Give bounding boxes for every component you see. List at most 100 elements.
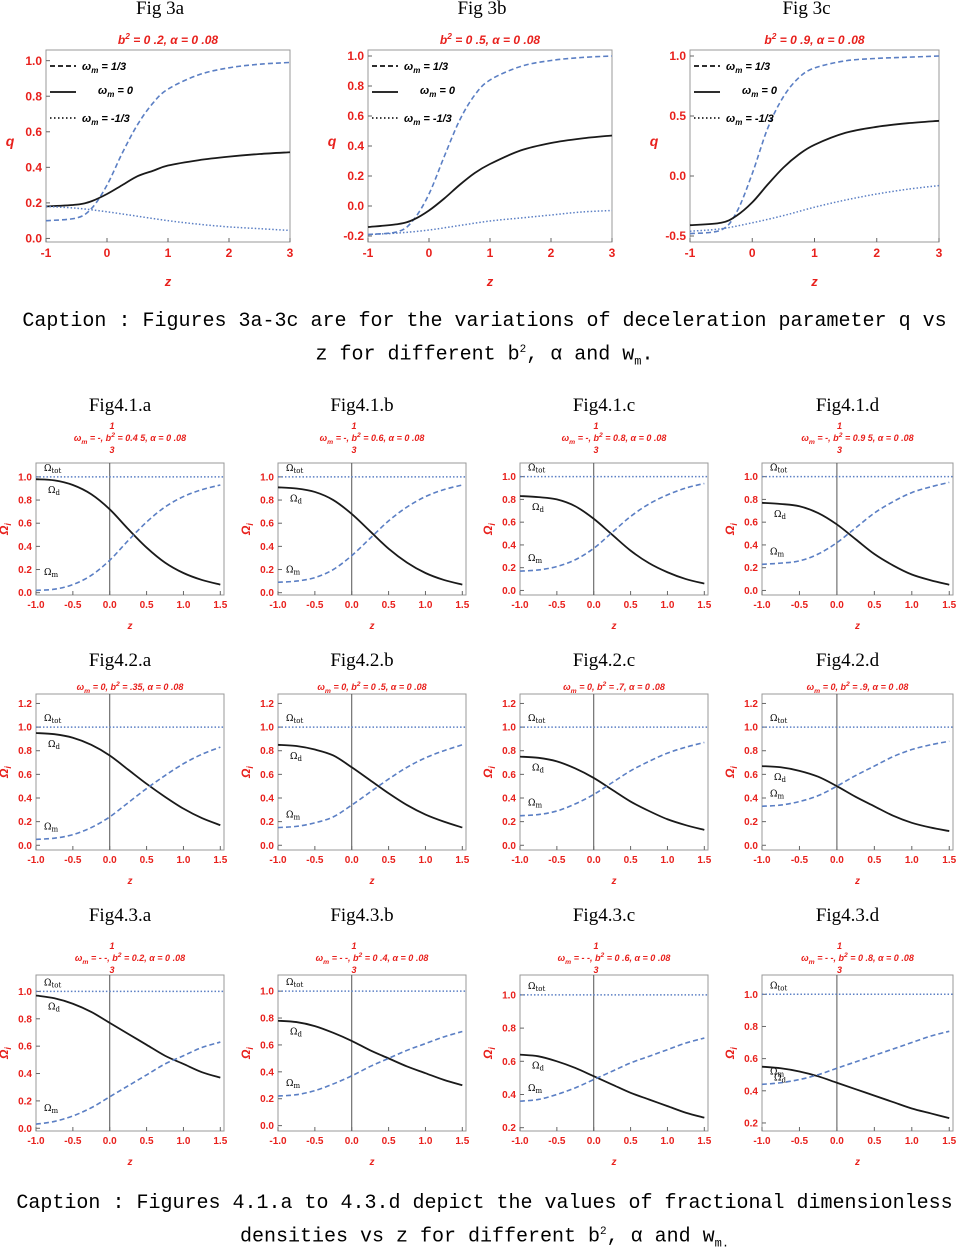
x-tick-label: 1.0: [418, 1136, 432, 1147]
subtitle-sub: m: [571, 688, 577, 695]
omega-subscript: tot: [777, 984, 787, 992]
omega-subscript: m: [51, 1107, 58, 1115]
omega-symbol: Ω: [528, 464, 535, 474]
x-tick-label: 0.0: [345, 1136, 359, 1147]
figure-4-3-c: Fig4.3.c 1 3 ωm = - -, b2 = 0 .6, α = 0 .08…: [481, 905, 724, 1175]
legend-label: ωm = -1/3: [404, 113, 452, 127]
x-tick-label: -0.5: [64, 600, 82, 611]
x-tick-label: 0.0: [587, 855, 601, 866]
omega-symbol: Ω: [290, 1028, 297, 1038]
figure-4-3-b: Fig4.3.b 1 3 ωm = - -, b2 = 0 .4, α = 0 .08…: [239, 905, 482, 1175]
legend-omega: ω: [82, 113, 91, 125]
y-axis-symbol: q: [6, 133, 15, 149]
subtitle-b: = -, b: [575, 433, 599, 443]
subtitle-sub: m: [81, 439, 87, 446]
figure-title: Fig4.1.c: [572, 395, 636, 416]
legend-sub: m: [91, 66, 98, 75]
y-axis-symbol: Ω: [239, 768, 253, 779]
y-tick-label: 0.6: [502, 518, 516, 529]
x-axis-label: z: [127, 621, 133, 632]
plot-frame: [35, 462, 225, 596]
y-axis-symbol: Ω: [0, 1049, 11, 1060]
subtitle-omega: ω: [558, 953, 566, 963]
omega-symbol: Ω: [774, 773, 781, 783]
y-tick-label: 0.4: [18, 542, 32, 553]
y-tick-label: 1.0: [260, 723, 274, 734]
chart-subtitle: ωm = -, b2 = 0.4 5, α = 0 .08: [74, 432, 186, 446]
y-tick-label: 0.6: [260, 1040, 274, 1051]
subtitle-fraction-denominator: 3: [593, 965, 598, 975]
figure-title: Fig4.2.a: [88, 650, 152, 671]
omega-symbol: Ω: [44, 1104, 51, 1114]
chart-subtitle: ωm = 0, b2 = .9, α = 0 .08: [807, 681, 909, 695]
omega-symbol: Ω: [528, 1084, 535, 1094]
figure-4-1-a: Fig4.1.a 1 3 ωm = -, b2 = 0.4 5, α = 0 .08-…: [0, 395, 240, 645]
y-axis-label: Ωi: [481, 523, 497, 536]
y-tick-label: 0.4: [25, 161, 42, 175]
x-tick-label: 1.0: [660, 600, 674, 611]
subtitle-omega: ω: [77, 682, 85, 692]
y-tick-label: 0.8: [260, 1014, 274, 1025]
y-tick-label: 0.2: [260, 1094, 274, 1105]
x-tick-label: 1.0: [660, 855, 674, 866]
omega-subscript: m: [293, 568, 300, 576]
x-tick-label: -0.5: [64, 1136, 82, 1147]
legend-value: = -1/3: [420, 113, 452, 125]
subtitle-fraction-denominator: 3: [109, 445, 114, 455]
x-tick-label: 1.5: [213, 600, 227, 611]
y-tick-label: 0.8: [18, 1014, 32, 1025]
y-tick-label: 0.2: [744, 1118, 758, 1129]
x-tick-label: 0.5: [140, 1136, 154, 1147]
x-axis-label: z: [611, 621, 617, 632]
caption-4-text-a: densities vs z for different b: [239, 1225, 600, 1249]
x-tick-label: 0.0: [103, 1136, 117, 1147]
x-tick-label: -0.5: [64, 855, 82, 866]
omega-subscript: d: [781, 776, 786, 784]
omega-label-m: Ωm: [286, 565, 300, 576]
legend-label: ωm = 1/3: [726, 61, 770, 75]
chart-subtitle: b2 = 0 .2, α = 0 .08: [118, 31, 219, 47]
legend-value: = 1/3: [98, 61, 126, 73]
x-tick-label: -1.0: [753, 1136, 771, 1147]
subtitle-omega: ω: [320, 433, 328, 443]
x-tick-label: 1: [165, 246, 172, 260]
caption-figure-3: Caption : Figures 3a-3c are for the vari…: [0, 308, 969, 376]
subtitle-rest: = 0 .4, α = 0 .08: [362, 953, 428, 963]
x-tick-label: 0.0: [345, 855, 359, 866]
y-tick-label: 0.0: [744, 586, 758, 597]
y-tick-label: 0.6: [744, 770, 758, 781]
caption-3-sub: m: [634, 354, 642, 369]
subtitle-sup: 2: [115, 681, 120, 688]
series-line-solid: [35, 994, 221, 1079]
caption-4-sup: 2: [600, 1226, 607, 1238]
subtitle-sub: m: [323, 959, 329, 966]
omega-subscript: d: [781, 1077, 786, 1085]
x-tick-label: 3: [287, 246, 294, 260]
x-tick-label: 1: [487, 246, 494, 260]
y-tick-label: 1.2: [502, 699, 516, 710]
y-axis-label: Ωi: [0, 523, 13, 536]
figure-4-1-c: Fig4.1.c 1 3 ωm = -, b2 = 0.8, α = 0 .08 -1.…: [481, 395, 724, 645]
omega-subscript: d: [55, 1006, 60, 1014]
omega-symbol: Ω: [286, 464, 293, 474]
legend-label: ωm = -1/3: [82, 113, 130, 127]
omega-label-d: Ωd: [532, 503, 544, 514]
omega-subscript: tot: [535, 717, 545, 725]
legend-sub: m: [107, 90, 114, 99]
subtitle-b: b: [764, 33, 771, 47]
y-tick-label: 0.8: [25, 89, 42, 103]
series-line-dotted: [367, 209, 613, 236]
subtitle-sup: 2: [117, 952, 122, 959]
x-axis-label: z: [611, 1157, 617, 1168]
y-tick-label: 0.8: [502, 1024, 516, 1035]
caption-3-end: .: [641, 343, 654, 367]
figure-title: Fig4.2.b: [330, 650, 394, 671]
subtitle-omega: ω: [316, 953, 324, 963]
figure-3c: Fig 3c b2 = 0 .9, α = 0 .08 -1 0 1 2 3 -0.5 0.0 0…: [644, 0, 969, 300]
subtitle-b: b: [118, 33, 125, 47]
chart-subtitle: ωm = - -, b2 = 0.2, α = 0 .08: [75, 952, 185, 966]
omega-symbol: Ω: [286, 1079, 293, 1089]
plot-frame: [35, 693, 225, 851]
x-tick-label: 1.5: [942, 600, 956, 611]
